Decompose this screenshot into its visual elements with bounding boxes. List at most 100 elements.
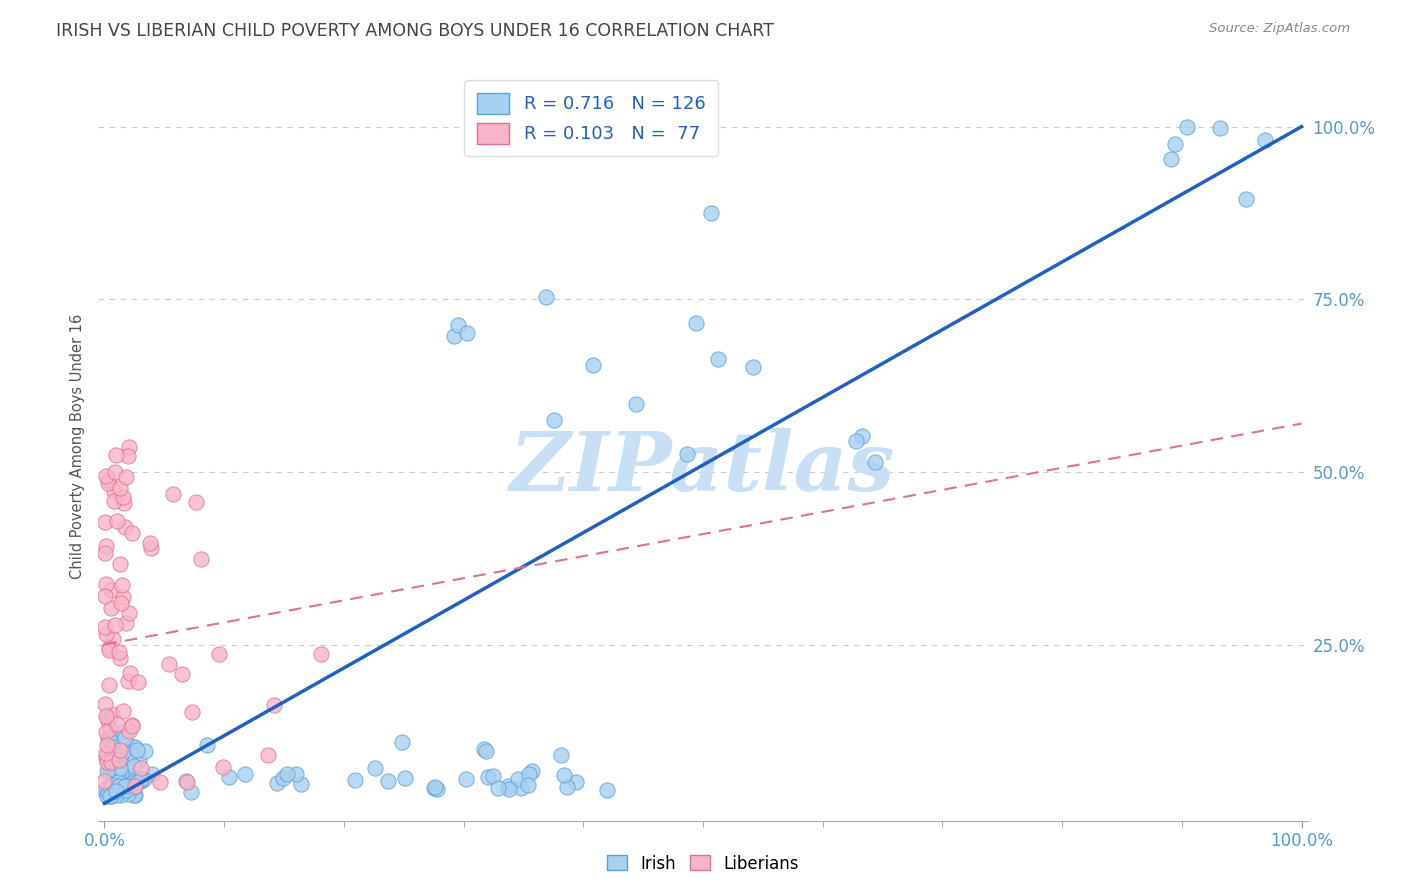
Point — [103, 484, 125, 499]
Point — [520, 764, 543, 779]
Point — [700, 206, 723, 220]
Point — [742, 360, 765, 375]
Point — [100, 600, 122, 615]
Point — [100, 779, 122, 793]
Point — [122, 771, 145, 785]
Point — [197, 739, 219, 753]
Point — [97, 731, 120, 745]
Point — [114, 520, 136, 534]
Point — [124, 780, 146, 794]
Point — [364, 761, 387, 775]
Point — [105, 514, 128, 528]
Point — [1164, 137, 1187, 152]
Point — [391, 735, 413, 749]
Point — [117, 779, 139, 793]
Point — [94, 516, 117, 530]
Point — [124, 739, 146, 754]
Point — [110, 651, 132, 665]
Point — [423, 781, 446, 796]
Point — [117, 449, 139, 463]
Point — [108, 760, 131, 774]
Point — [97, 732, 120, 747]
Point — [97, 785, 120, 799]
Point — [94, 787, 117, 801]
Point — [94, 468, 117, 483]
Point — [94, 589, 117, 603]
Point — [115, 616, 138, 631]
Point — [94, 749, 117, 764]
Point — [474, 744, 496, 758]
Point — [1175, 120, 1198, 134]
Point — [96, 784, 118, 798]
Point — [98, 722, 121, 736]
Point — [115, 470, 138, 484]
Point — [105, 717, 128, 731]
Point — [121, 717, 143, 731]
Point — [94, 746, 117, 760]
Point — [93, 774, 115, 789]
Point — [104, 772, 127, 787]
Point — [110, 788, 132, 802]
Y-axis label: Child Poverty Among Boys Under 16: Child Poverty Among Boys Under 16 — [69, 313, 84, 579]
Point — [104, 618, 127, 632]
Point — [100, 756, 122, 770]
Point — [176, 774, 198, 789]
Point — [110, 766, 132, 780]
Point — [127, 774, 149, 789]
Point — [132, 772, 155, 786]
Point — [311, 647, 333, 661]
Point — [115, 767, 138, 781]
Point — [707, 351, 730, 366]
Point — [139, 536, 162, 550]
Point — [101, 786, 124, 800]
Point — [107, 753, 129, 767]
Point — [517, 766, 540, 780]
Point — [112, 590, 135, 604]
Point — [110, 777, 132, 791]
Point — [100, 789, 122, 803]
Point — [498, 782, 520, 797]
Point — [174, 774, 197, 789]
Point — [112, 496, 135, 510]
Point — [94, 540, 117, 554]
Point — [101, 786, 124, 800]
Point — [208, 647, 231, 661]
Point — [517, 778, 540, 792]
Point — [124, 788, 146, 802]
Point — [108, 645, 131, 659]
Point — [1160, 153, 1182, 167]
Point — [110, 595, 132, 609]
Point — [108, 786, 131, 800]
Point — [105, 748, 128, 763]
Point — [111, 724, 134, 739]
Point — [98, 757, 121, 772]
Point — [96, 764, 118, 778]
Point — [284, 767, 307, 781]
Point — [845, 434, 868, 448]
Point — [104, 789, 127, 803]
Point — [122, 788, 145, 802]
Point — [96, 755, 118, 769]
Point — [290, 777, 312, 791]
Point — [149, 774, 172, 789]
Point — [114, 779, 136, 793]
Point — [127, 674, 149, 689]
Text: ZIPatlas: ZIPatlas — [510, 428, 896, 508]
Legend: Irish, Liberians: Irish, Liberians — [600, 848, 806, 880]
Point — [162, 487, 184, 501]
Point — [134, 744, 156, 758]
Point — [1253, 133, 1275, 147]
Point — [98, 789, 121, 804]
Point — [496, 779, 519, 793]
Point — [128, 753, 150, 767]
Point — [482, 769, 505, 783]
Point — [555, 780, 578, 794]
Text: IRISH VS LIBERIAN CHILD POVERTY AMONG BOYS UNDER 16 CORRELATION CHART: IRISH VS LIBERIAN CHILD POVERTY AMONG BO… — [56, 22, 775, 40]
Point — [98, 780, 121, 795]
Point — [98, 762, 121, 776]
Point — [550, 747, 572, 762]
Point — [121, 526, 143, 541]
Point — [111, 745, 134, 759]
Point — [96, 576, 118, 591]
Point — [94, 781, 117, 796]
